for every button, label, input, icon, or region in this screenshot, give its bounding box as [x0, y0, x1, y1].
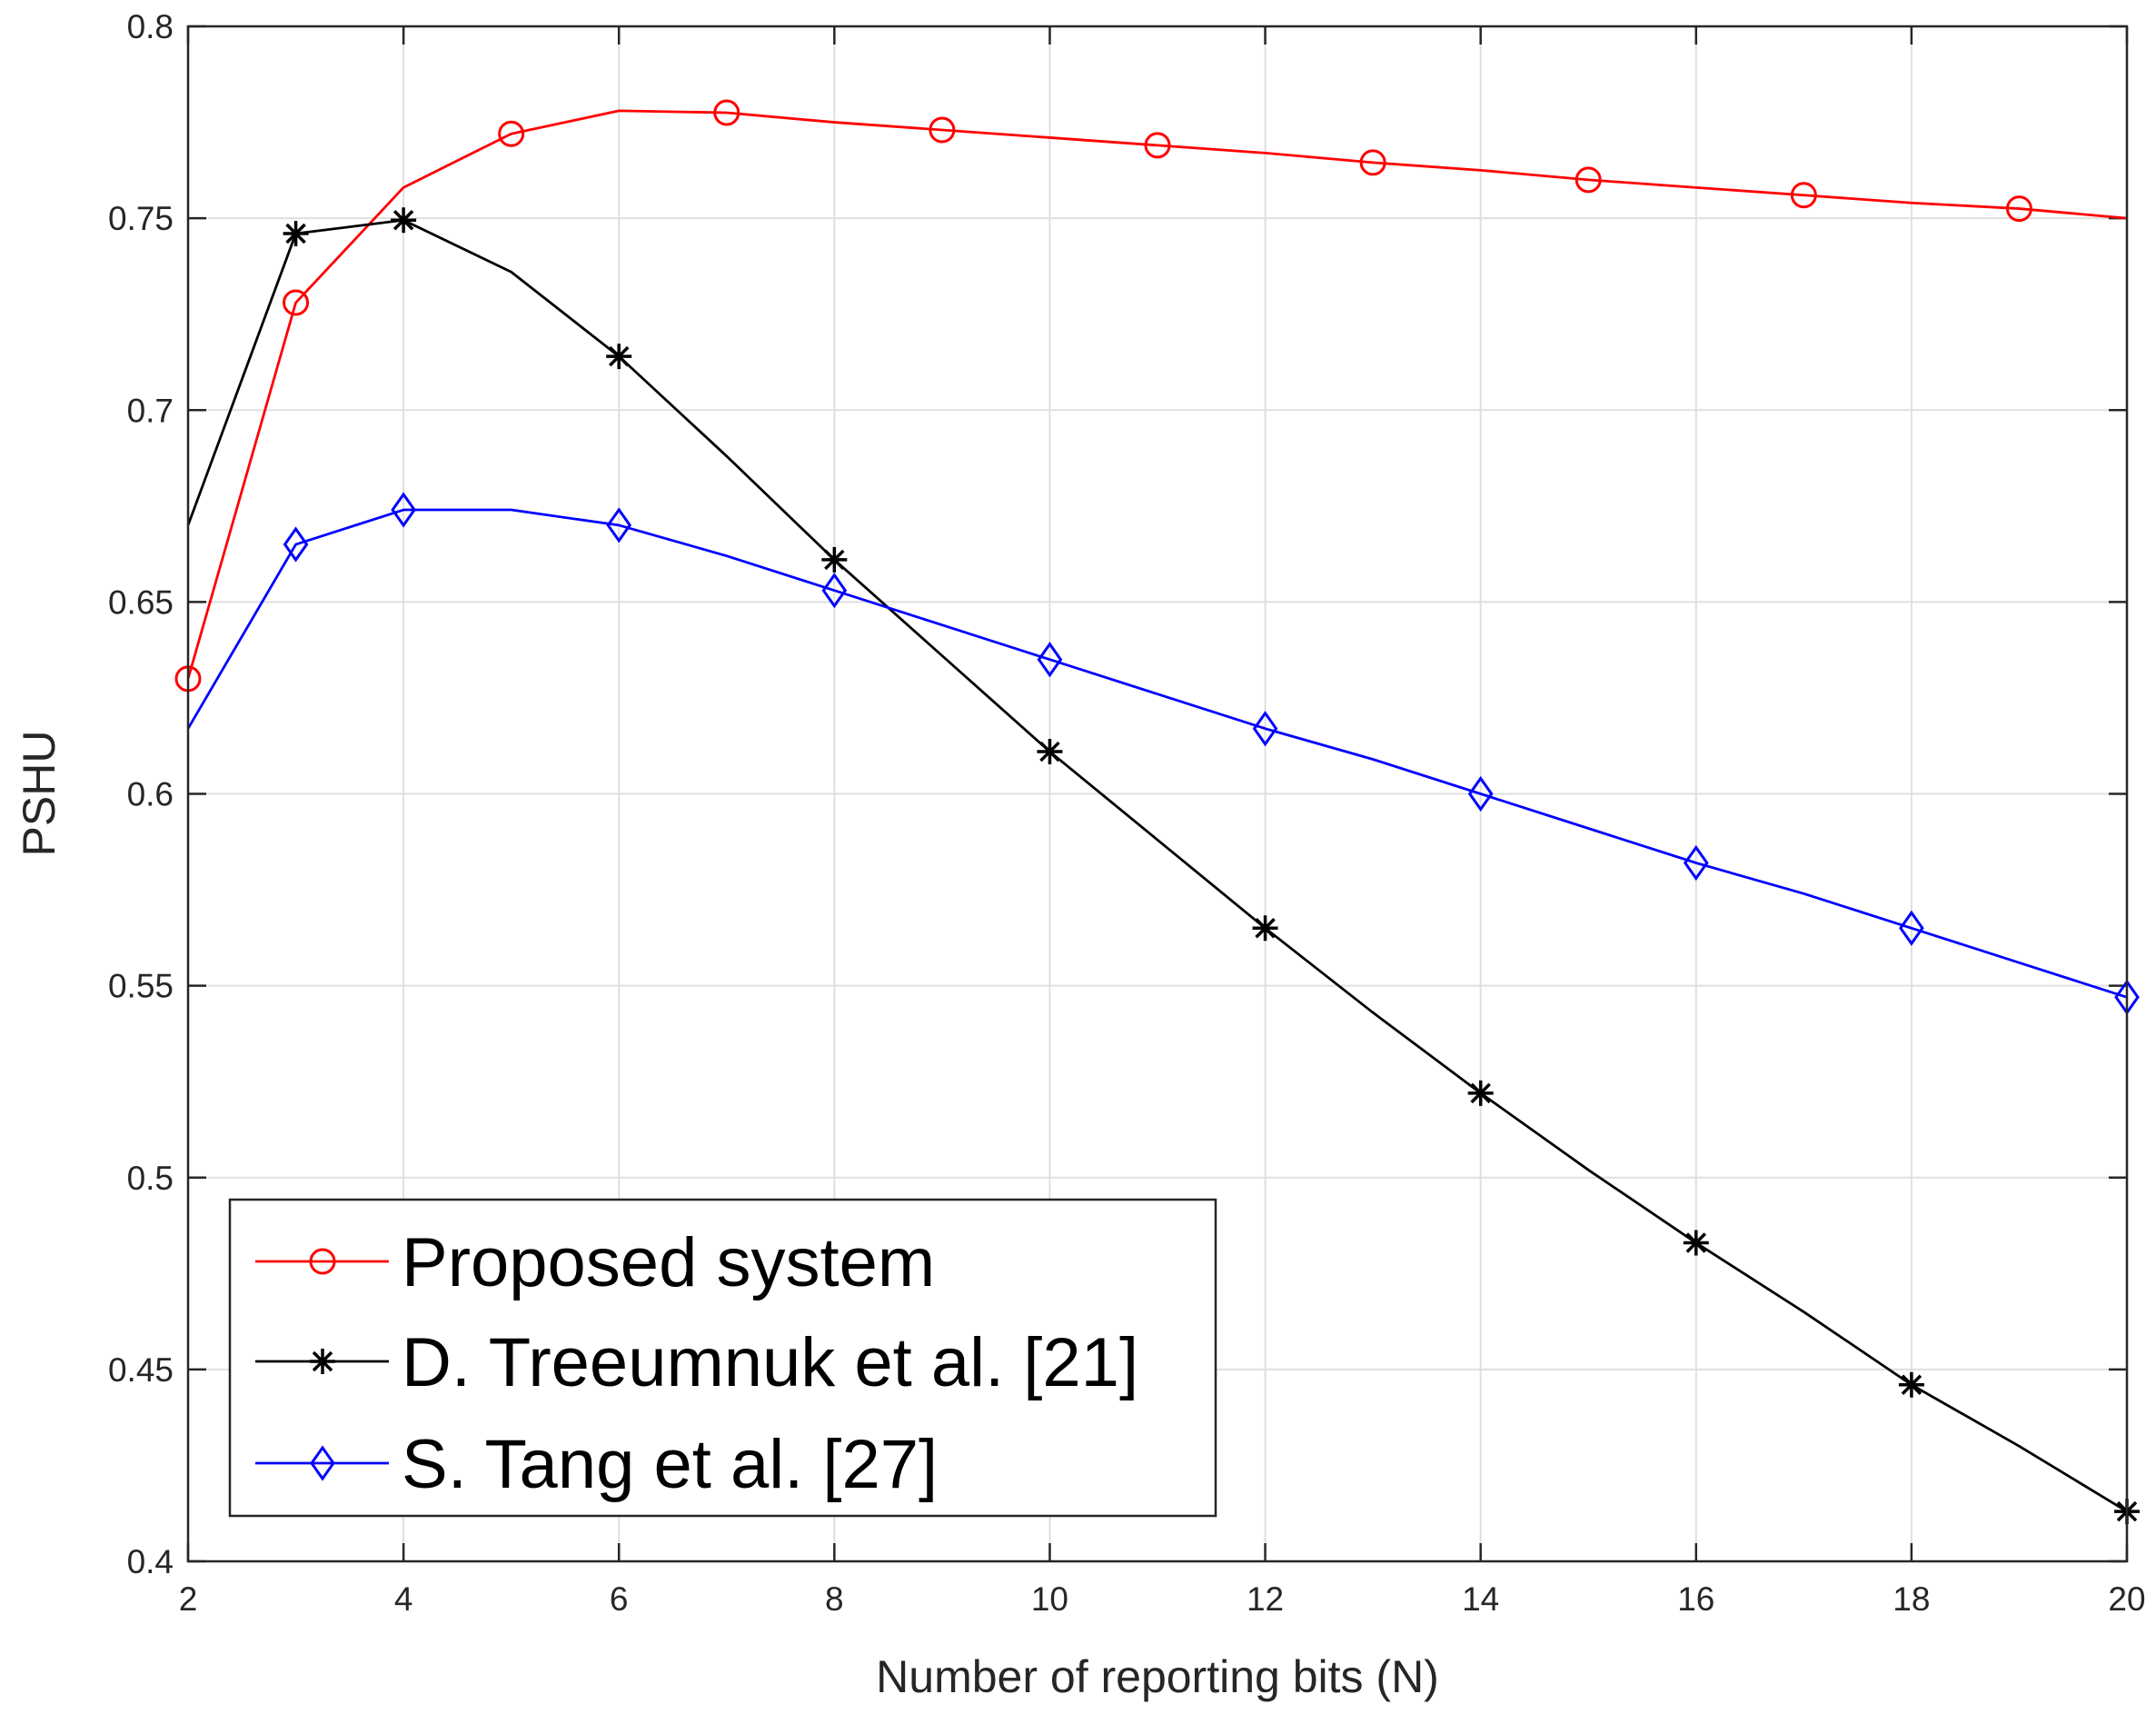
y-axis-label: PSHU [14, 731, 65, 857]
tick-labels: 2 4 6 8 10 12 14 16 18 20 0.4 0.45 0.5 0.55 0.6 0.65 0.7… [108, 8, 2146, 1618]
data-point-asterisk [821, 546, 848, 573]
y-tick-label: 0.65 [108, 583, 174, 621]
legend-label: D. Treeumnuk et al. [21] [402, 1324, 1138, 1401]
data-point-asterisk [1683, 1230, 1709, 1256]
x-tick-label: 16 [1677, 1580, 1714, 1618]
data-point-diamond [821, 573, 848, 609]
x-tick-label: 12 [1247, 1580, 1284, 1618]
data-point-circle [1144, 132, 1171, 159]
data-point-circle [1575, 166, 1602, 194]
x-tick-label: 18 [1893, 1580, 1930, 1618]
y-tick-label: 0.8 [127, 8, 174, 45]
data-point-diamond [1683, 844, 1709, 882]
x-tick-label: 6 [610, 1580, 629, 1618]
legend-item-circle: Proposed system [255, 1224, 935, 1301]
legend-item-asterisk: D. Treeumnuk et al. [21] [255, 1324, 1138, 1401]
x-tick-label: 20 [2108, 1580, 2145, 1618]
data-point-asterisk [283, 221, 309, 247]
series-line-circle [186, 109, 2128, 680]
data-point-diamond [1252, 711, 1278, 747]
x-tick-label: 14 [1462, 1580, 1499, 1618]
data-point-circle [1790, 182, 1817, 209]
data-point-asterisk [1252, 915, 1278, 942]
grid [188, 26, 2127, 1561]
y-tick-label: 0.4 [127, 1543, 174, 1580]
plot-frame [186, 25, 2129, 1563]
x-tick-label: 4 [394, 1580, 413, 1618]
data-point-circle [929, 116, 956, 144]
x-tick-label: 2 [179, 1580, 198, 1618]
y-tick-label: 0.45 [108, 1351, 174, 1389]
data-point-diamond [283, 526, 309, 563]
y-tick-label: 0.55 [108, 968, 174, 1005]
data-point-diamond [1037, 642, 1063, 678]
legend-box [228, 1198, 1217, 1518]
data-point-circle [2005, 195, 2032, 223]
series-group [174, 99, 2140, 1525]
legend-marker-circle [309, 1248, 336, 1275]
data-point-diamond [391, 492, 416, 528]
legend-label: S. Tang et al. [27] [402, 1426, 938, 1503]
legend-label: Proposed system [402, 1224, 935, 1301]
y-tick-label: 0.7 [127, 392, 174, 429]
x-axis-label: Number of reporting bits (N) [876, 1651, 1439, 1702]
legend-marker-asterisk [310, 1349, 335, 1374]
y-tick-label: 0.5 [127, 1160, 174, 1197]
data-point-asterisk [1037, 739, 1063, 765]
y-tick-label: 0.75 [108, 200, 174, 237]
series-line-diamond [186, 508, 2128, 999]
legend-item-diamond: S. Tang et al. [27] [255, 1426, 938, 1503]
data-point-circle [1359, 149, 1386, 176]
data-point-asterisk [606, 344, 632, 370]
data-point-circle [283, 289, 310, 316]
data-point-diamond [1899, 910, 1924, 946]
x-tick-label: 10 [1031, 1580, 1068, 1618]
legend: Proposed system D. Treeumnuk et al. [21] S… [228, 1198, 1217, 1518]
data-point-diamond [1467, 775, 1494, 812]
data-point-asterisk [1467, 1080, 1494, 1106]
data-point-asterisk [391, 207, 417, 234]
data-point-circle [498, 120, 525, 147]
y-tick-label: 0.6 [127, 776, 174, 813]
data-point-circle [713, 99, 740, 126]
legend-marker-diamond [310, 1445, 335, 1481]
series-line-asterisk [186, 218, 2128, 1513]
data-point-asterisk [1898, 1371, 1924, 1398]
x-tick-label: 8 [825, 1580, 844, 1618]
data-point-diamond [606, 507, 632, 543]
